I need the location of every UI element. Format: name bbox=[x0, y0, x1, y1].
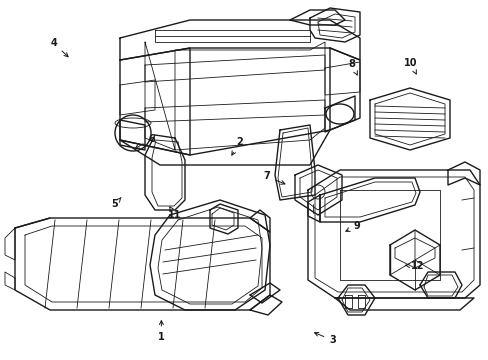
Text: 2: 2 bbox=[231, 137, 243, 155]
Text: 8: 8 bbox=[348, 59, 357, 75]
Text: 4: 4 bbox=[50, 38, 68, 57]
Text: 3: 3 bbox=[314, 332, 335, 345]
Text: 10: 10 bbox=[403, 58, 417, 74]
Text: 12: 12 bbox=[405, 261, 424, 271]
Text: 9: 9 bbox=[345, 221, 360, 231]
Text: 5: 5 bbox=[111, 198, 121, 210]
Text: 7: 7 bbox=[263, 171, 285, 184]
Text: 6: 6 bbox=[135, 134, 155, 148]
Text: 1: 1 bbox=[158, 321, 164, 342]
Text: 11: 11 bbox=[168, 207, 182, 220]
